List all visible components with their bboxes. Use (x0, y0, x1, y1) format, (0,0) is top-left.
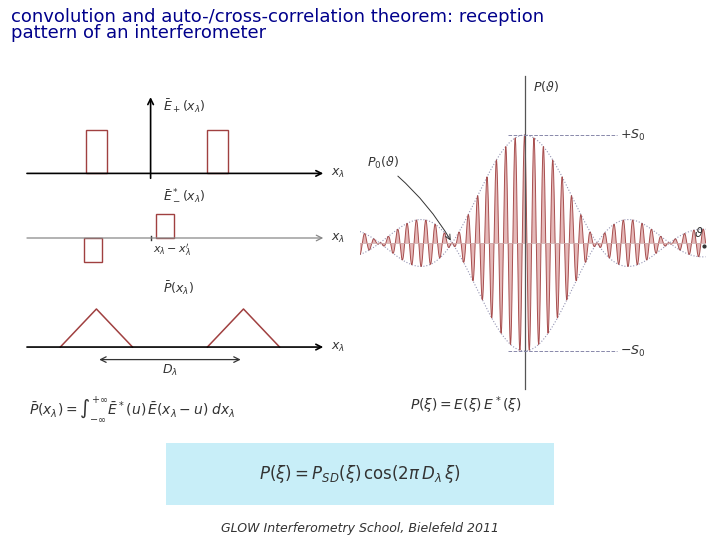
Text: $\bar{E}_+(x_\lambda)$: $\bar{E}_+(x_\lambda)$ (163, 97, 206, 114)
Text: $\bar{P}(x_\lambda)$: $\bar{P}(x_\lambda)$ (163, 280, 194, 298)
Text: $P_0(\vartheta)$: $P_0(\vartheta)$ (366, 156, 450, 240)
Text: pattern of an interferometer: pattern of an interferometer (11, 24, 266, 42)
Bar (86, 130, 107, 173)
FancyBboxPatch shape (166, 443, 554, 505)
Text: $x_\lambda$: $x_\lambda$ (331, 341, 345, 354)
Text: $\vartheta$: $\vartheta$ (694, 226, 703, 240)
Text: $P(\xi) = P_{SD}(\xi)\,\cos(2\pi\,D_\lambda\,\xi)$: $P(\xi) = P_{SD}(\xi)\,\cos(2\pi\,D_\lam… (259, 463, 461, 485)
Text: $D_\lambda$: $D_\lambda$ (162, 363, 178, 378)
Text: convolution and auto-/cross-correlation theorem: reception: convolution and auto-/cross-correlation … (11, 8, 544, 26)
Text: $+S_0$: $+S_0$ (620, 127, 645, 143)
Text: $x_\lambda$: $x_\lambda$ (331, 167, 345, 180)
Bar (156, 214, 174, 238)
Text: $P(\xi) = E(\xi)\,E^*(\xi)$: $P(\xi) = E(\xi)\,E^*(\xi)$ (410, 394, 522, 416)
Text: $P(\vartheta)$: $P(\vartheta)$ (533, 79, 559, 94)
Bar (207, 130, 228, 173)
Text: $x_\lambda$: $x_\lambda$ (331, 232, 345, 245)
Text: $\bar{E}^*_-(x_\lambda)$: $\bar{E}^*_-(x_\lambda)$ (163, 187, 206, 204)
Text: $\bar{P}(x_\lambda) = \int_{-\infty}^{+\infty} \bar{E}^*(u)\,\bar{E}(x_\lambda -: $\bar{P}(x_\lambda) = \int_{-\infty}^{+\… (29, 394, 235, 424)
Bar (84, 238, 102, 262)
Text: $-S_0$: $-S_0$ (620, 343, 645, 359)
Text: GLOW Interferometry School, Bielefeld 2011: GLOW Interferometry School, Bielefeld 20… (221, 522, 499, 535)
Text: $x_\lambda - x^\prime_\lambda$: $x_\lambda - x^\prime_\lambda$ (153, 242, 191, 258)
